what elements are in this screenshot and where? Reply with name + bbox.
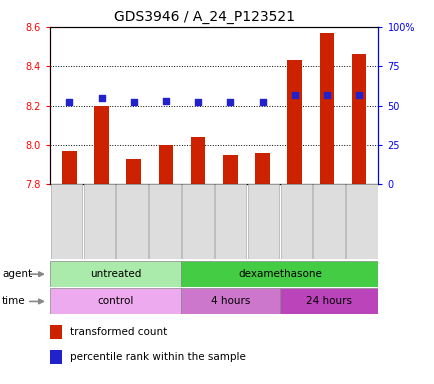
- Bar: [279, 288, 378, 314]
- Text: untreated: untreated: [90, 269, 141, 279]
- Text: time: time: [2, 296, 26, 306]
- Text: agent: agent: [2, 269, 32, 279]
- Text: 4 hours: 4 hours: [210, 296, 250, 306]
- Text: GDS3946 / A_24_P123521: GDS3946 / A_24_P123521: [114, 10, 294, 23]
- Bar: [255, 153, 269, 184]
- Point: [66, 99, 72, 106]
- Bar: [287, 60, 301, 184]
- Text: control: control: [97, 296, 134, 306]
- Point: [194, 99, 201, 106]
- Bar: [62, 151, 76, 184]
- Bar: [214, 184, 246, 259]
- Text: 24 hours: 24 hours: [306, 296, 352, 306]
- Point: [98, 95, 105, 101]
- Bar: [351, 55, 365, 184]
- Text: dexamethasone: dexamethasone: [237, 269, 321, 279]
- Bar: [83, 184, 115, 259]
- Bar: [319, 33, 333, 184]
- Bar: [149, 184, 180, 259]
- Bar: [223, 155, 237, 184]
- Bar: [51, 184, 82, 259]
- Point: [227, 99, 233, 106]
- Point: [291, 91, 298, 98]
- Bar: [116, 184, 148, 259]
- Bar: [280, 184, 311, 259]
- Point: [323, 91, 330, 98]
- Bar: [182, 184, 213, 259]
- Bar: [50, 288, 181, 314]
- Point: [259, 99, 266, 106]
- Point: [130, 99, 137, 106]
- Point: [162, 98, 169, 104]
- Bar: [191, 137, 205, 184]
- Bar: [181, 288, 279, 314]
- Bar: [313, 184, 344, 259]
- Bar: [181, 261, 378, 287]
- Bar: [50, 350, 62, 364]
- Text: transformed count: transformed count: [69, 327, 167, 337]
- Text: percentile rank within the sample: percentile rank within the sample: [69, 352, 245, 362]
- Bar: [50, 325, 62, 339]
- Bar: [50, 261, 181, 287]
- Bar: [94, 106, 108, 184]
- Bar: [247, 184, 279, 259]
- Bar: [126, 159, 141, 184]
- Bar: [158, 145, 173, 184]
- Bar: [345, 184, 377, 259]
- Point: [355, 91, 362, 98]
